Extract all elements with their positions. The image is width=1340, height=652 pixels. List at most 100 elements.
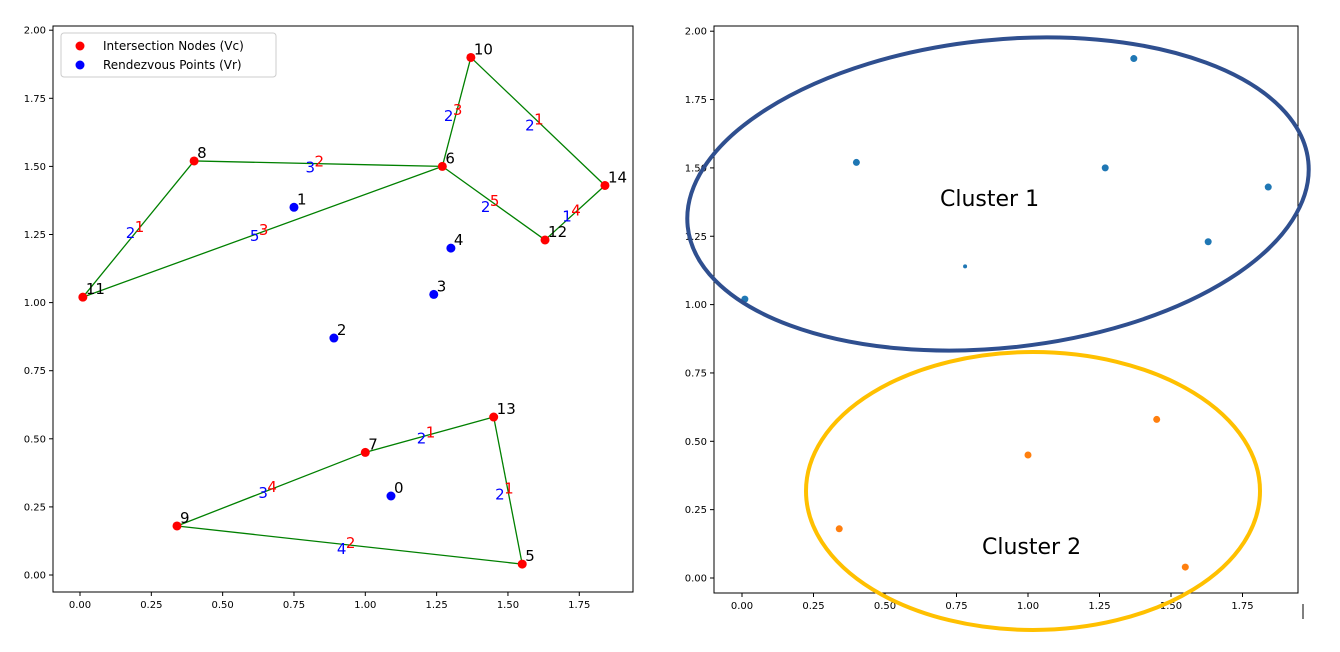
point-8 <box>189 156 199 166</box>
cluster-1-point <box>1264 183 1272 191</box>
right-xtick-label: 1.25 <box>1088 601 1110 612</box>
point-label-5: 5 <box>525 547 535 565</box>
right-ytick-label: 1.50 <box>685 163 707 174</box>
point-6 <box>437 161 447 171</box>
point-label-11: 11 <box>86 280 105 298</box>
right-ytick-label: 2.00 <box>685 27 707 38</box>
cluster-1-ellipse <box>685 35 1311 353</box>
cluster-2-label: Cluster 2 <box>982 535 1081 560</box>
left-xtick-label: 1.00 <box>354 600 376 611</box>
point-2 <box>329 333 339 343</box>
legend-marker <box>75 60 85 70</box>
edge-weight-red: 4 <box>571 202 581 220</box>
right-xtick-label: 1.50 <box>1160 601 1182 612</box>
right-xtick-label: 1.75 <box>1231 601 1253 612</box>
edge-weight-blue: 2 <box>417 430 427 448</box>
edge-weight-blue: 2 <box>444 107 454 125</box>
legend-label: Intersection Nodes (Vc) <box>103 39 244 53</box>
cluster-2-point <box>835 525 843 533</box>
right-xtick-label: 0.25 <box>802 601 824 612</box>
edge-11-8 <box>82 160 195 298</box>
right-ytick-label: 0.75 <box>685 368 707 379</box>
right-axes: 0.00 0.25 0.50 0.75 1.00 1.25 1.50 1.75 0.00 0.25… <box>685 25 1299 612</box>
edge-weight-red: 4 <box>267 478 277 496</box>
left-ytick-label: 0.75 <box>24 366 46 377</box>
point-4 <box>446 243 456 253</box>
right-ytick-label: 0.50 <box>685 437 707 448</box>
point-label-2: 2 <box>337 321 347 339</box>
edge-weight-red: 5 <box>490 192 500 210</box>
right-ytick-label: 0.00 <box>685 574 707 585</box>
point-label-4: 4 <box>454 231 464 249</box>
edge-weight-red: 3 <box>453 101 463 119</box>
edge-weight-red: 1 <box>534 110 544 128</box>
edge-weight-red: 2 <box>346 534 356 552</box>
edge-8-6 <box>194 160 443 168</box>
edge-10-14 <box>470 56 606 186</box>
left-xtick-label: 0.00 <box>69 600 91 611</box>
right-ytick-label: 1.00 <box>685 300 707 311</box>
left-ytick-label: 1.50 <box>24 162 46 173</box>
edge-weight-blue: 2 <box>126 224 136 242</box>
edge-13-5 <box>493 416 523 565</box>
right-xtick-label: 0.50 <box>874 601 896 612</box>
left-xtick-label: 1.50 <box>497 600 519 611</box>
left-edges: 2 13 25 32 32 12 51 43 42 12 14 2 <box>82 56 606 565</box>
point-label-9: 9 <box>180 509 190 527</box>
left-xtick-label: 1.25 <box>425 600 447 611</box>
legend-box <box>60 32 277 78</box>
point-label-6: 6 <box>445 149 455 167</box>
point-9 <box>172 521 182 531</box>
left-plot-frame <box>52 25 634 593</box>
right-ytick-label: 1.25 <box>685 232 707 243</box>
point-label-7: 7 <box>368 435 378 453</box>
edge-weight-red: 3 <box>259 221 269 239</box>
right-ytick-label: 1.75 <box>685 95 707 106</box>
edge-12-14 <box>544 184 606 241</box>
point-7 <box>360 447 370 457</box>
right-plot-frame <box>713 25 1299 594</box>
edge-weight-red: 1 <box>135 218 145 236</box>
cluster-1-point <box>1101 164 1109 172</box>
point-12 <box>540 235 550 245</box>
left-ytick-label: 0.25 <box>24 502 46 513</box>
cluster-1-point <box>1130 55 1138 63</box>
left-xtick-label: 0.50 <box>212 600 234 611</box>
point-5 <box>517 559 527 569</box>
left-ytick-label: 2.00 <box>24 26 46 37</box>
edge-7-13 <box>365 416 494 454</box>
cluster-2-point <box>1153 415 1161 423</box>
point-label-1: 1 <box>297 190 307 208</box>
edge-11-6 <box>82 165 443 298</box>
cluster-1-point <box>852 158 860 166</box>
point-1 <box>289 202 299 212</box>
point-0 <box>386 491 396 501</box>
left-xtick-label: 0.75 <box>283 600 305 611</box>
left-ytick-label: 0.50 <box>24 434 46 445</box>
point-label-12: 12 <box>548 223 567 241</box>
left-ytick-label: 1.25 <box>24 230 46 241</box>
cluster-1-label: Cluster 1 <box>940 187 1039 212</box>
point-11 <box>78 292 88 302</box>
edge-weight-blue: 2 <box>495 486 505 504</box>
point-13 <box>489 412 499 422</box>
legend-marker <box>75 41 85 51</box>
edge-weight-red: 1 <box>426 424 436 442</box>
point-label-0: 0 <box>394 479 404 497</box>
edge-9-5 <box>176 525 523 565</box>
right-ytick-label: 0.25 <box>685 505 707 516</box>
legend: Intersection Nodes (Vc) Rendezvous Points… <box>60 32 277 78</box>
edge-weight-blue: 3 <box>305 159 315 177</box>
right-points <box>741 55 1272 571</box>
cluster-1-point <box>1204 238 1212 246</box>
cluster-2-point <box>1181 563 1189 571</box>
right-xtick-label: 1.00 <box>1017 601 1039 612</box>
right-xtick-label: 0.75 <box>945 601 967 612</box>
point-3 <box>429 289 439 299</box>
point-label-8: 8 <box>197 144 207 162</box>
cluster-annotations: Cluster 1 Cluster 2 <box>685 35 1311 632</box>
right-xtick-label: 0.00 <box>731 601 753 612</box>
edge-weight-blue: 4 <box>337 540 347 558</box>
